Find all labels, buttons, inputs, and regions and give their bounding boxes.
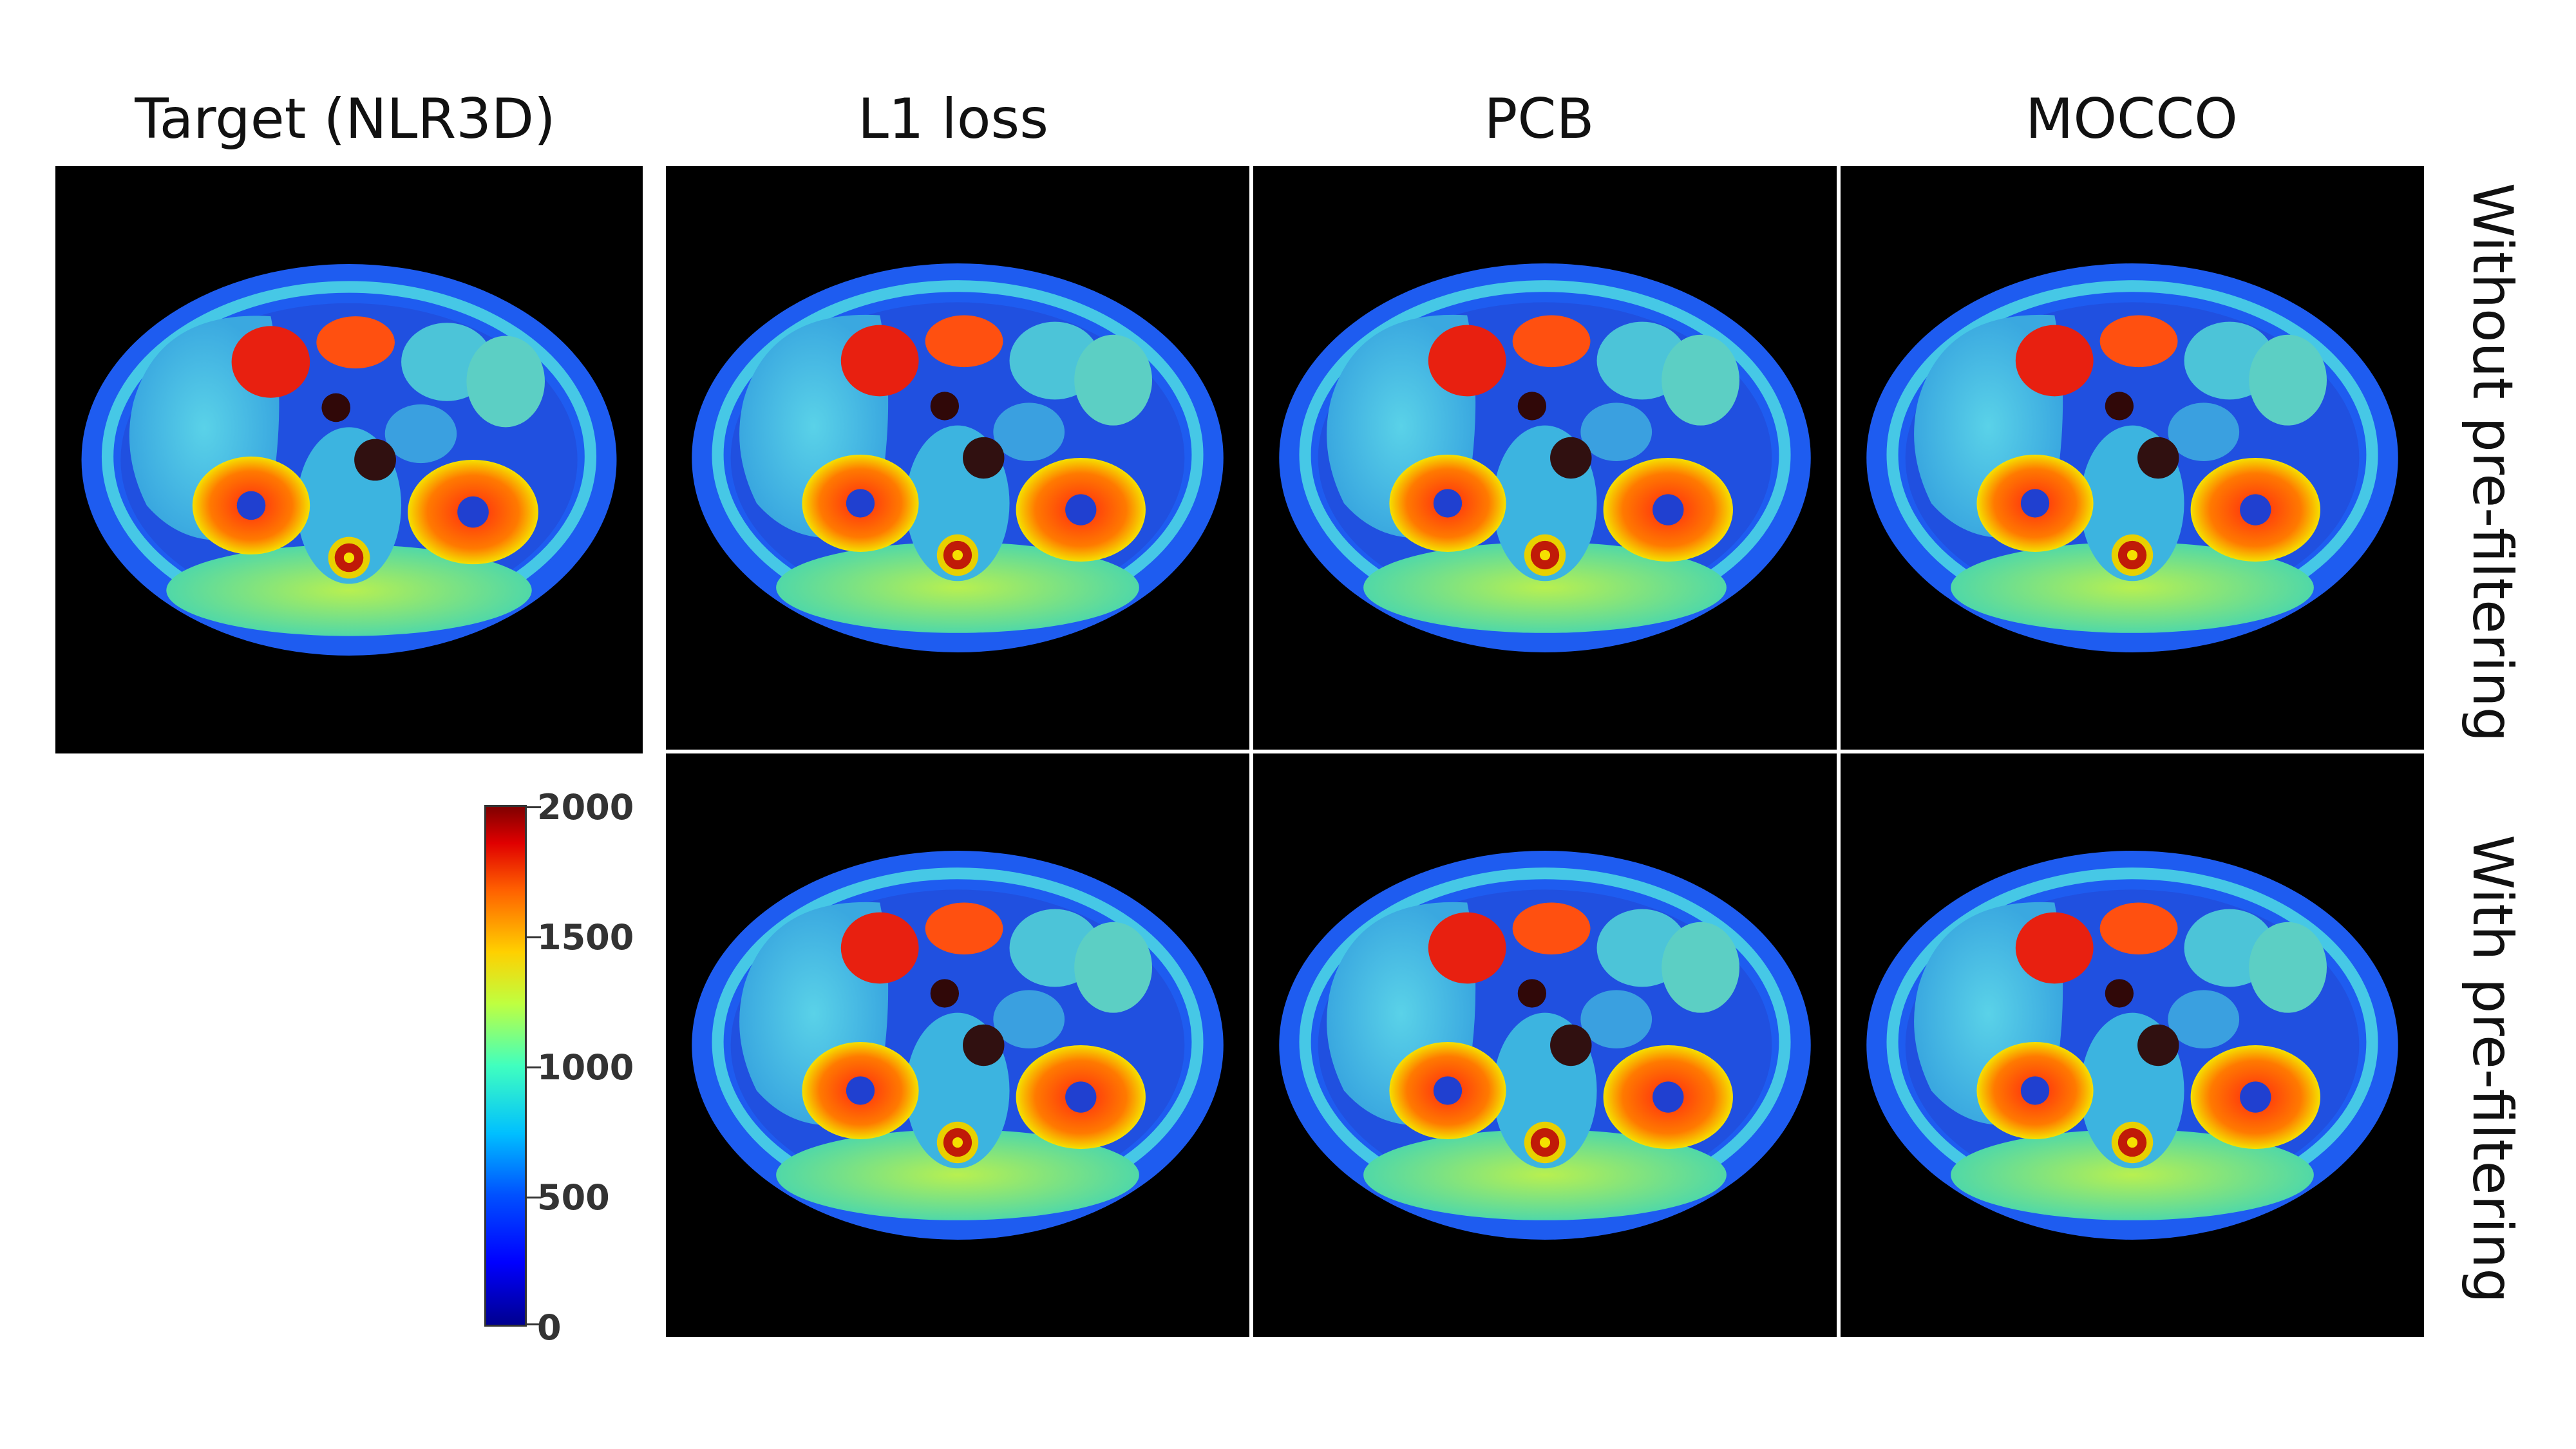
image-mocco-without-prefiltering <box>1841 166 2424 750</box>
image-pcb-with-prefiltering <box>1253 753 1837 1337</box>
image-mocco-with-prefiltering <box>1841 753 2424 1337</box>
colorbar-tick <box>527 1197 541 1198</box>
colorbar-label-0: 0 <box>537 1307 562 1348</box>
image-l1-without-prefiltering <box>666 166 1249 750</box>
column-title-l1-loss: L1 loss <box>857 87 1049 151</box>
colorbar-tick <box>527 1323 541 1325</box>
colorbar-tick <box>527 936 541 938</box>
colorbar-tick <box>527 1066 541 1068</box>
colorbar-label-2000: 2000 <box>537 787 634 828</box>
column-title-mocco: MOCCO <box>2025 87 2238 151</box>
colorbar-label-500: 500 <box>537 1177 610 1218</box>
colorbar <box>484 805 527 1327</box>
colorbar-tick <box>527 806 541 808</box>
row-label-with-prefiltering: With pre-filtering <box>2460 835 2524 1303</box>
column-title-pcb: PCB <box>1484 87 1595 151</box>
colorbar-label-1000: 1000 <box>537 1047 634 1088</box>
row-label-without-prefiltering: Without pre-filtering <box>2460 182 2524 743</box>
colorbar-label-1500: 1500 <box>537 917 634 958</box>
image-l1-with-prefiltering <box>666 753 1249 1337</box>
image-pcb-without-prefiltering <box>1253 166 1837 750</box>
column-title-target: Target (NLR3D) <box>135 87 556 151</box>
target-image <box>55 166 643 753</box>
